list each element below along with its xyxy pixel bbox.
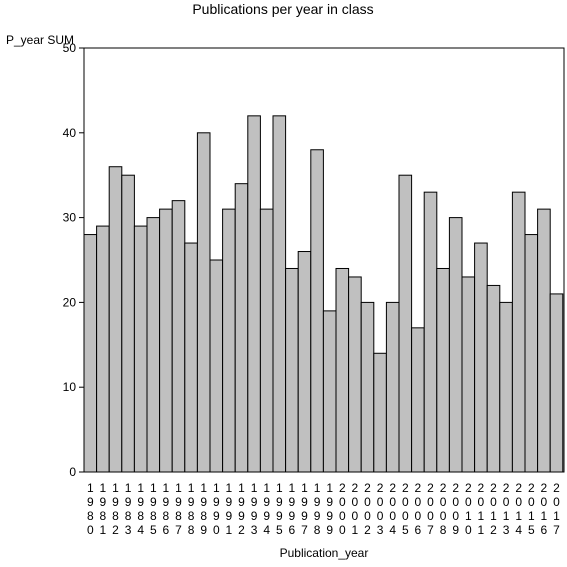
bar-2005 [398, 174, 413, 473]
bar-1988 [184, 242, 198, 473]
bar-1997 [297, 251, 312, 473]
bar-2008 [436, 267, 450, 473]
bar-2009 [448, 217, 463, 473]
y-axis-label: P_year SUM [6, 33, 74, 47]
plot-frame [83, 47, 565, 473]
y-tick-label: 50 [63, 41, 77, 55]
bar-1990 [209, 259, 224, 473]
bar-1985 [146, 217, 161, 473]
bar-1995 [272, 115, 287, 473]
bar-1987 [171, 200, 186, 473]
bar-2001 [348, 276, 362, 473]
bar-2003 [373, 352, 387, 473]
y-tick-label: 20 [63, 295, 77, 309]
bar-1999 [322, 310, 337, 473]
bar-1980 [83, 234, 98, 473]
y-tick-label: 30 [63, 211, 77, 225]
bar-1993 [247, 115, 261, 473]
bar-2006 [411, 327, 425, 473]
y-tick-label: 0 [69, 465, 76, 479]
bar-1996 [285, 267, 299, 473]
bar-1994 [259, 208, 274, 473]
bar-1989 [196, 132, 211, 473]
y-axis: 0 10 20 30 40 50 [63, 41, 84, 479]
bar-2016 [537, 208, 551, 473]
bar-2014 [511, 191, 526, 473]
chart-title: Publications per year in class [192, 1, 373, 17]
bar-1998 [310, 149, 324, 473]
bar-2013 [499, 301, 513, 473]
bar-2012 [486, 284, 501, 473]
bar-1984 [133, 225, 148, 473]
bar-1981 [96, 225, 110, 473]
bar-2011 [474, 242, 488, 473]
y-tick-label: 40 [63, 126, 77, 140]
bar-1983 [121, 174, 135, 473]
x-axis-label: Publication_year [280, 546, 369, 560]
bar-2015 [524, 234, 539, 473]
bar-series [83, 115, 564, 473]
bar-2007 [423, 191, 438, 473]
bar-1986 [159, 208, 173, 473]
bar-1982 [108, 166, 123, 473]
bar-2004 [385, 301, 400, 473]
bar-1991 [222, 208, 236, 473]
bar-1992 [234, 183, 249, 473]
bar-2000 [335, 267, 350, 473]
x-axis: 1 9 8 0 1 9 8 1 1 9 8 2 1 9 8 3 1 9 8 4 1 9 8 5 1 9 8 6 1 9 8 7 1 9 8 8 1 9 8 9… [87, 481, 560, 537]
y-tick-label: 10 [63, 380, 77, 394]
bar-2002 [360, 301, 375, 473]
bar-2017 [549, 293, 564, 473]
bar-2010 [461, 276, 476, 473]
